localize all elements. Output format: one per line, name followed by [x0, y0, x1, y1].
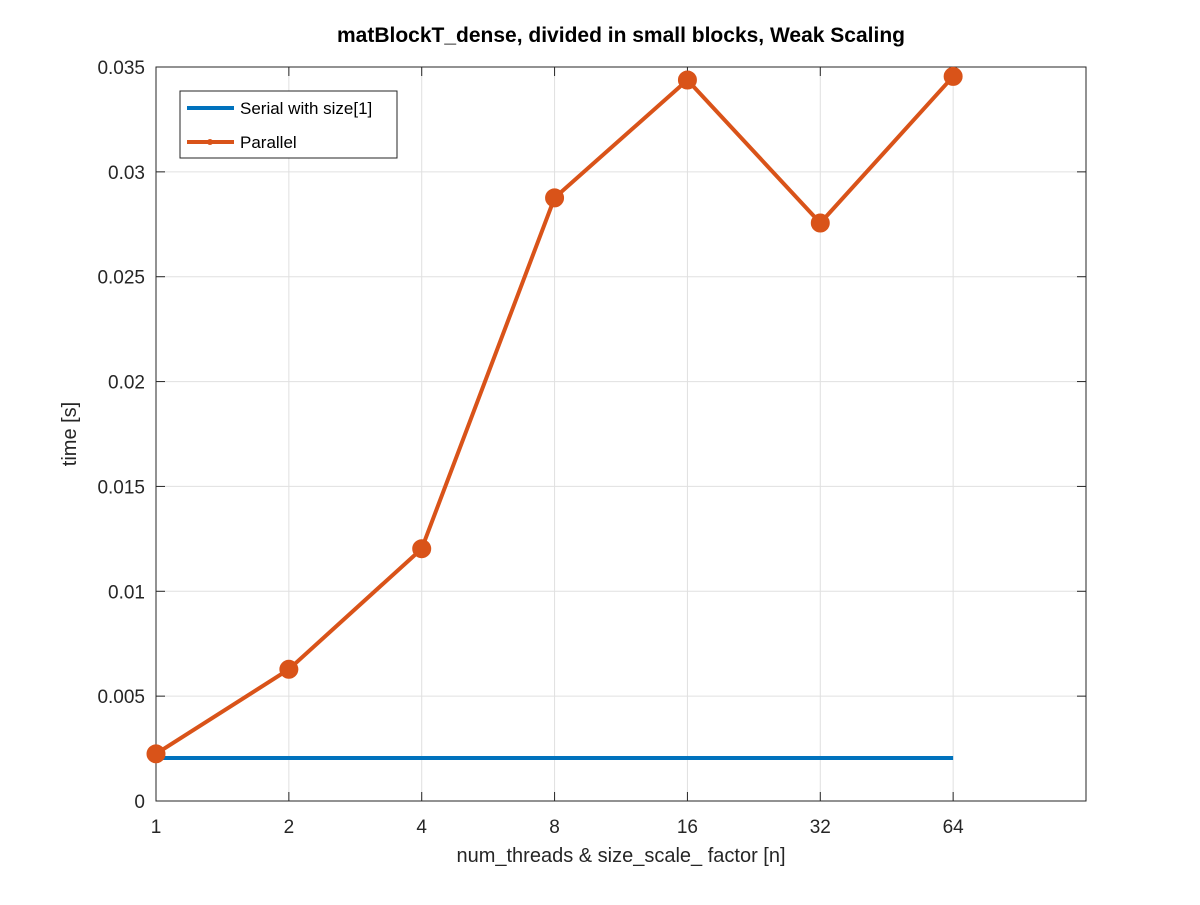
y-axis-label: time [s] — [59, 402, 81, 466]
data-point-parallel — [810, 213, 830, 233]
plot-frame — [155, 66, 1087, 802]
x-axis-ticks: 1 2 4 8 16 32 64 — [151, 67, 964, 838]
grid-lines — [155, 66, 1086, 802]
x-tick-label: 16 — [677, 817, 698, 838]
x-tick-label: 32 — [810, 817, 831, 838]
y-tick-label: 0.035 — [97, 58, 145, 79]
data-point-parallel — [146, 744, 166, 764]
legend-label-serial: Serial with size[1] — [240, 99, 372, 118]
data-point-parallel — [545, 188, 565, 208]
y-tick-label: 0 — [134, 792, 145, 813]
series-layer — [146, 66, 963, 764]
data-point-parallel — [943, 66, 963, 86]
x-tick-label: 4 — [416, 817, 427, 838]
x-axis-label: num_threads & size_scale_ factor [n] — [456, 845, 785, 867]
x-tick-label: 2 — [284, 817, 295, 838]
x-tick-label: 64 — [943, 817, 965, 838]
data-point-parallel — [412, 539, 432, 559]
y-tick-label: 0.01 — [108, 582, 145, 603]
data-point-parallel — [279, 659, 299, 679]
x-tick-label: 8 — [549, 817, 560, 838]
chart-title: matBlockT_dense, divided in small blocks… — [337, 24, 905, 47]
legend-label-parallel: Parallel — [240, 133, 297, 152]
legend: Serial with size[1] Parallel — [179, 90, 398, 159]
y-tick-label: 0.02 — [108, 373, 145, 394]
y-tick-label: 0.015 — [97, 477, 145, 498]
plot-background — [156, 67, 1086, 801]
y-tick-label: 0.03 — [108, 163, 145, 184]
plot-border — [155, 66, 1087, 802]
y-axis-ticks: 0 0.005 0.01 0.015 0.02 0.025 0.03 0.035 — [97, 58, 1086, 813]
y-tick-label: 0.025 — [97, 268, 145, 289]
data-point-parallel — [677, 70, 697, 90]
y-tick-label: 0.005 — [97, 687, 145, 708]
legend-box — [179, 90, 398, 159]
legend-marker-parallel — [207, 139, 213, 145]
x-tick-label: 1 — [151, 817, 162, 838]
